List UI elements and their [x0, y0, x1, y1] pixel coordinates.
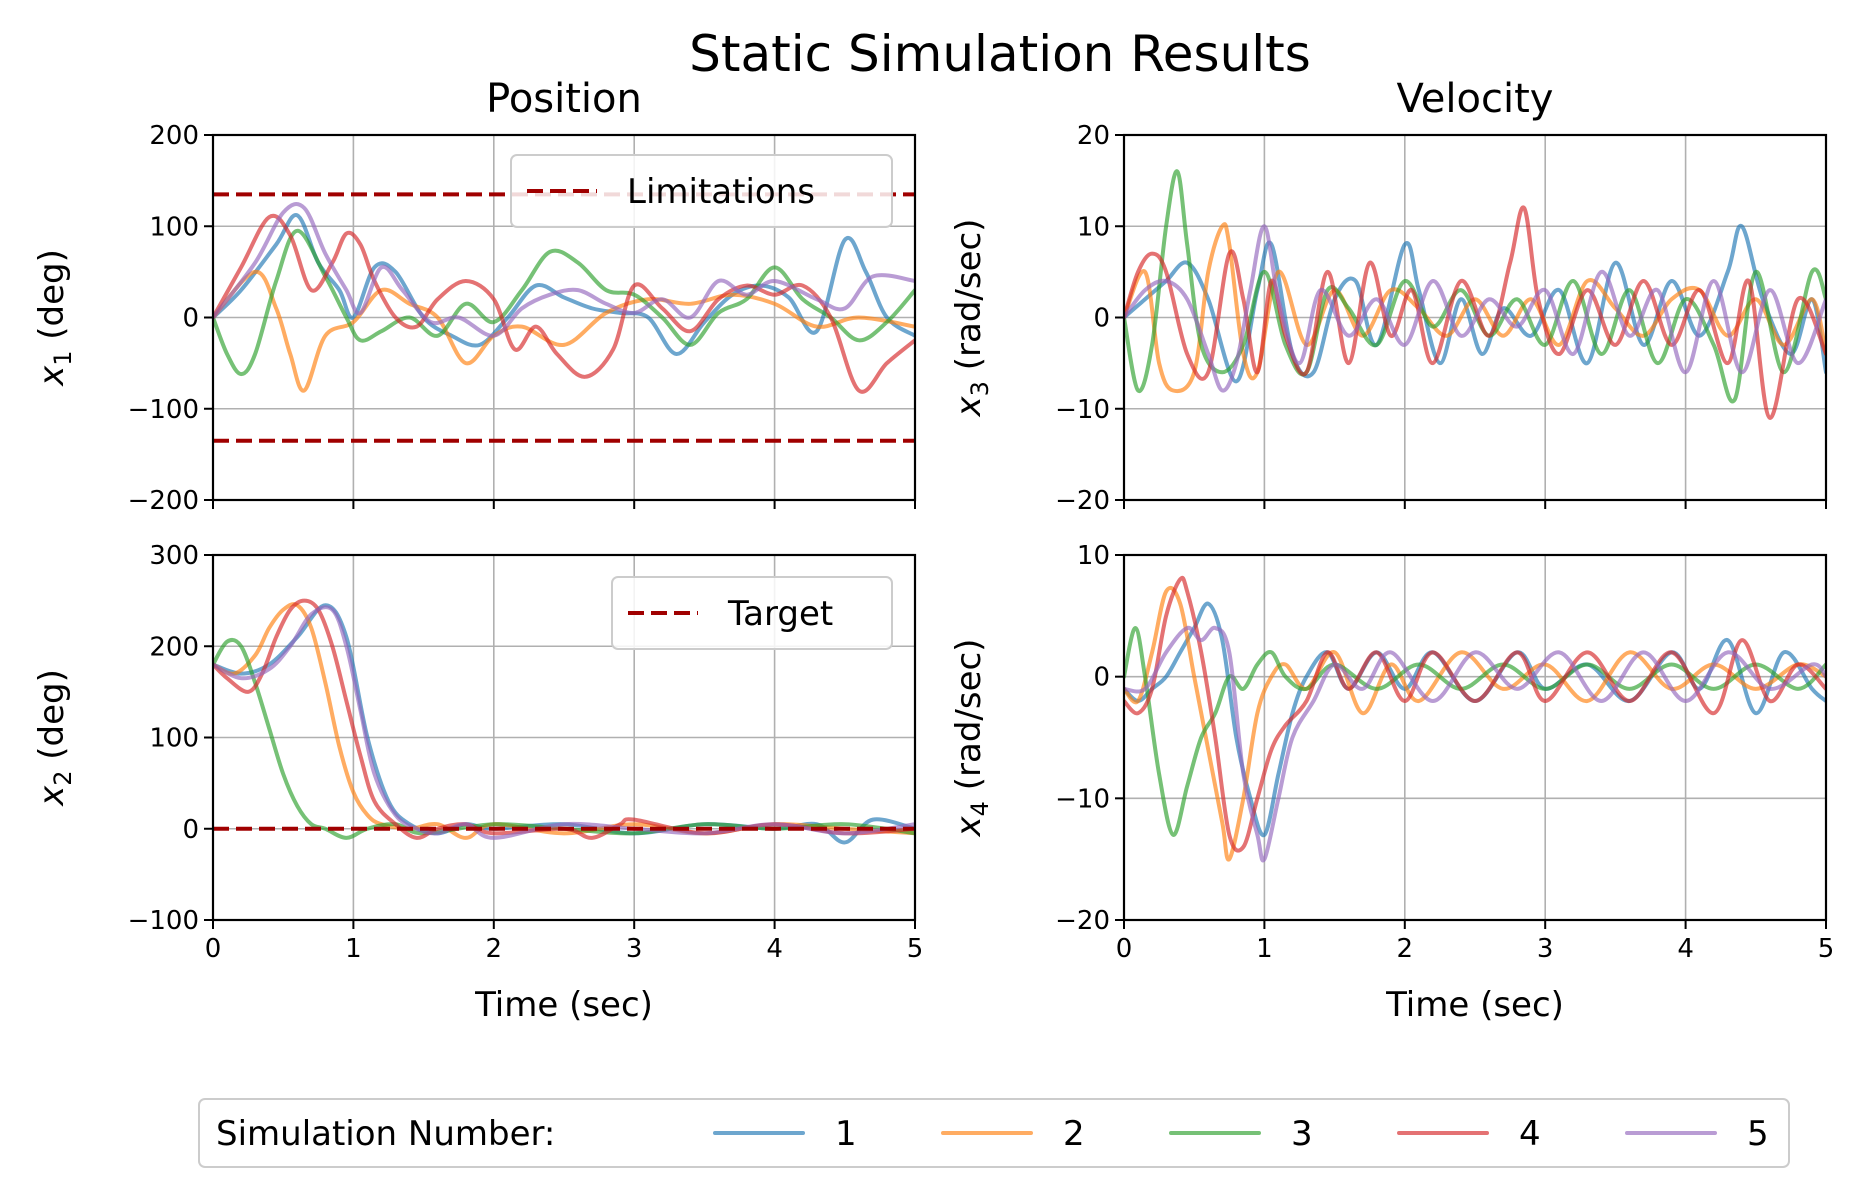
y-tick-label: −200	[128, 486, 199, 516]
series-line-1	[1124, 601, 1826, 838]
reference-legend-label: Limitations	[627, 172, 815, 212]
x-tick-label: 5	[907, 934, 924, 964]
simulation-legend-label: 2	[1063, 1114, 1085, 1154]
y-axis-label: x4 (rad/sec)	[949, 639, 994, 838]
y-tick-label: 10	[1077, 541, 1110, 571]
y-tick-label: −10	[1055, 784, 1110, 814]
x-tick-label: 0	[1116, 934, 1133, 964]
y-tick-label: 0	[1093, 663, 1110, 693]
x-tick-label: 3	[1537, 934, 1554, 964]
y-tick-label: 100	[149, 724, 199, 754]
y-axis-label-variable: x	[32, 785, 72, 807]
plot-area	[213, 598, 915, 845]
y-tick-label: −100	[128, 395, 199, 425]
series-line-5	[213, 605, 915, 840]
x-tick-label: 4	[766, 934, 783, 964]
figure-title: Static Simulation Results	[689, 25, 1311, 83]
series-line-5	[213, 202, 915, 338]
y-tick-label: 20	[1077, 121, 1110, 151]
plot-area	[1124, 169, 1826, 420]
x-axis-label: Time (sec)	[1385, 985, 1564, 1025]
y-tick-label: −100	[128, 906, 199, 936]
series-line-2	[1124, 585, 1826, 862]
y-tick-label: 300	[149, 541, 199, 571]
reference-legend-frame	[611, 576, 893, 650]
series-line-3	[1124, 169, 1826, 404]
y-tick-label: 0	[182, 304, 199, 334]
reference-legend-frame	[510, 154, 893, 228]
series-line-5	[1124, 224, 1826, 393]
y-tick-label: 100	[149, 212, 199, 242]
y-axis-label-subscript: 1	[49, 351, 77, 366]
y-axis-label-unit: (deg)	[32, 669, 72, 770]
series-line-3	[213, 228, 915, 377]
y-axis-label-unit: (rad/sec)	[949, 219, 989, 382]
y-axis-label-variable: x	[949, 815, 989, 837]
y-tick-label: −20	[1055, 906, 1110, 936]
reference-legend: Target	[611, 576, 893, 650]
y-axis-label-subscript: 2	[49, 771, 77, 786]
y-axis-label: x2 (deg)	[32, 669, 77, 807]
y-axis-label: x3 (rad/sec)	[949, 219, 994, 418]
series-line-3	[1124, 626, 1826, 837]
series-line-1	[213, 213, 915, 356]
x-tick-label: 1	[345, 934, 362, 964]
simulation-legend-entries: 1 2 3 4 5	[713, 1114, 1769, 1154]
y-axis-label-variable: x	[949, 395, 989, 417]
reference-legend-label: Target	[727, 594, 833, 634]
simulation-legend-label: 1	[835, 1114, 857, 1154]
simulation-legend-label: 5	[1747, 1114, 1769, 1154]
y-axis-label: x1 (deg)	[32, 249, 77, 387]
x-tick-label: 2	[1397, 934, 1414, 964]
simulation-legend-label: 4	[1519, 1114, 1541, 1154]
panel-position: −200 −100 0 100 200 Position x1 (deg) Limitatio…	[32, 76, 917, 516]
y-axis-label-unit: (deg)	[32, 249, 72, 350]
series-line-2	[213, 269, 915, 393]
y-tick-label: 10	[1077, 212, 1110, 242]
x-tick-label: 4	[1677, 934, 1694, 964]
panel-title: Position	[486, 76, 642, 122]
y-tick-label: 200	[149, 121, 199, 151]
x-tick-label: 3	[626, 934, 643, 964]
x-tick-label: 0	[205, 934, 222, 964]
series-line-3	[213, 637, 915, 840]
y-axis-label-subscript: 4	[966, 801, 994, 816]
y-tick-label: 0	[1093, 304, 1110, 334]
simulation-legend: Simulation Number: 1 2 3 4 5	[198, 1098, 1790, 1168]
axes-frame	[1122, 553, 1828, 922]
simulation-legend-label: 3	[1291, 1114, 1313, 1154]
y-tick-label: 0	[182, 815, 199, 845]
series-line-5	[1124, 625, 1826, 863]
series-line-4	[1124, 575, 1826, 853]
y-tick-label: 200	[149, 632, 199, 662]
x-tick-label: 1	[1256, 934, 1273, 964]
plot-area	[1124, 575, 1826, 863]
x-tick-label: 5	[1818, 934, 1835, 964]
panel-title: Velocity	[1397, 76, 1554, 122]
panel-velocity: −20 −10 0 10 20 Velocity x3 (rad/sec)	[949, 76, 1828, 516]
x-axis-label: Time (sec)	[474, 985, 653, 1025]
y-axis-label-subscript: 3	[966, 381, 994, 396]
y-axis-label-variable: x	[32, 365, 72, 387]
reference-legend: Limitations	[510, 154, 893, 228]
series-line-4	[1124, 205, 1826, 420]
y-tick-label: −10	[1055, 395, 1110, 425]
simulation-legend-prefix: Simulation Number:	[216, 1114, 555, 1154]
y-tick-label: −20	[1055, 486, 1110, 516]
x-tick-label: 2	[486, 934, 503, 964]
y-axis-label-unit: (rad/sec)	[949, 639, 989, 802]
